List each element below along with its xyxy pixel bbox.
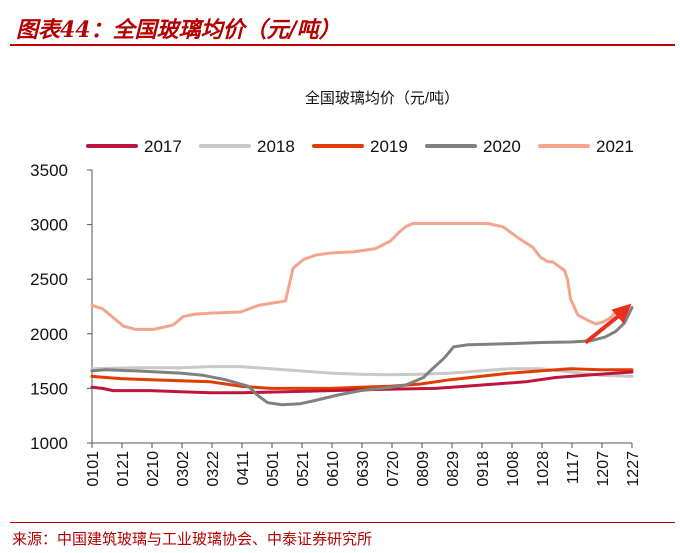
x-tick-label: 0521 <box>295 451 312 487</box>
legend-label-2017: 2017 <box>144 137 182 156</box>
x-tick-label: 1117 <box>565 451 582 484</box>
chart-legend: 2017 2018 2019 2020 2021 <box>86 137 634 156</box>
header-divider <box>10 44 675 46</box>
chart-series <box>90 222 634 407</box>
trend-arrow <box>584 303 632 345</box>
y-tick-label: 3500 <box>30 161 68 180</box>
legend-label-2018: 2018 <box>257 137 295 156</box>
x-tick-label: 0720 <box>385 451 402 487</box>
x-tick-label: 0322 <box>205 451 222 487</box>
x-tick-label: 0302 <box>175 451 192 487</box>
y-tick-label: 3000 <box>30 216 68 235</box>
y-tick-label: 2000 <box>30 325 68 344</box>
source-footer: 来源：中国建筑玻璃与工业玻璃协会、中泰证券研究所 <box>0 520 680 553</box>
legend-label-2021: 2021 <box>596 137 634 156</box>
figure-title: 图表44：全国玻璃均价（元/吨） <box>16 17 341 43</box>
legend-label-2019: 2019 <box>370 137 408 156</box>
footer-divider <box>10 522 675 523</box>
series-line-2021 <box>90 222 617 331</box>
line-chart: 全国玻璃均价（元/吨） 2017 2018 2019 2020 2021 1000 150… <box>30 89 642 487</box>
x-tick-label: 1008 <box>505 451 522 487</box>
chart-title: 全国玻璃均价（元/吨） <box>305 89 459 107</box>
trend-arrow-shaft <box>584 312 623 345</box>
series-line-2020 <box>90 306 634 407</box>
x-tick-label: 0101 <box>85 451 102 487</box>
trend-arrow-head <box>611 303 632 324</box>
source-note: 来源：中国建筑玻璃与工业玻璃协会、中泰证券研究所 <box>12 530 373 548</box>
x-tick-label: 0411 <box>235 451 252 486</box>
x-tick-label: 0809 <box>415 451 432 487</box>
x-tick-label: 0918 <box>475 451 492 487</box>
x-tick-label: 0121 <box>115 451 132 487</box>
figure-header: 图表44：全国玻璃均价（元/吨） <box>10 8 675 46</box>
x-tick-label: 0829 <box>445 451 462 487</box>
x-tick-label: 0610 <box>325 451 342 487</box>
x-tick-label: 0501 <box>265 451 282 487</box>
series-line-2019 <box>90 367 634 390</box>
y-tick-label: 2500 <box>30 270 68 289</box>
y-tick-label: 1500 <box>30 379 68 398</box>
chart-axes: 1000 1500 2000 2500 3000 3500 0101 0121 0210 0302… <box>30 161 642 487</box>
x-tick-label: 1028 <box>535 451 552 487</box>
y-tick-label: 1000 <box>30 434 68 453</box>
legend-label-2020: 2020 <box>483 137 521 156</box>
x-tick-label: 1227 <box>625 451 642 487</box>
x-tick-label: 0630 <box>355 451 372 487</box>
x-tick-label: 0210 <box>145 451 162 487</box>
x-tick-label: 1207 <box>595 451 612 487</box>
